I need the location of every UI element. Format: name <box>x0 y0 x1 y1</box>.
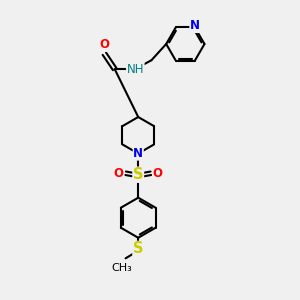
Text: N: N <box>133 147 143 160</box>
Text: N: N <box>190 20 200 32</box>
Text: CH₃: CH₃ <box>112 263 132 273</box>
Text: S: S <box>133 242 143 256</box>
Text: NH: NH <box>127 62 144 76</box>
Text: O: O <box>153 167 163 180</box>
Text: O: O <box>99 38 110 51</box>
Text: O: O <box>114 167 124 180</box>
Text: N: N <box>190 20 200 32</box>
Text: S: S <box>133 167 143 182</box>
